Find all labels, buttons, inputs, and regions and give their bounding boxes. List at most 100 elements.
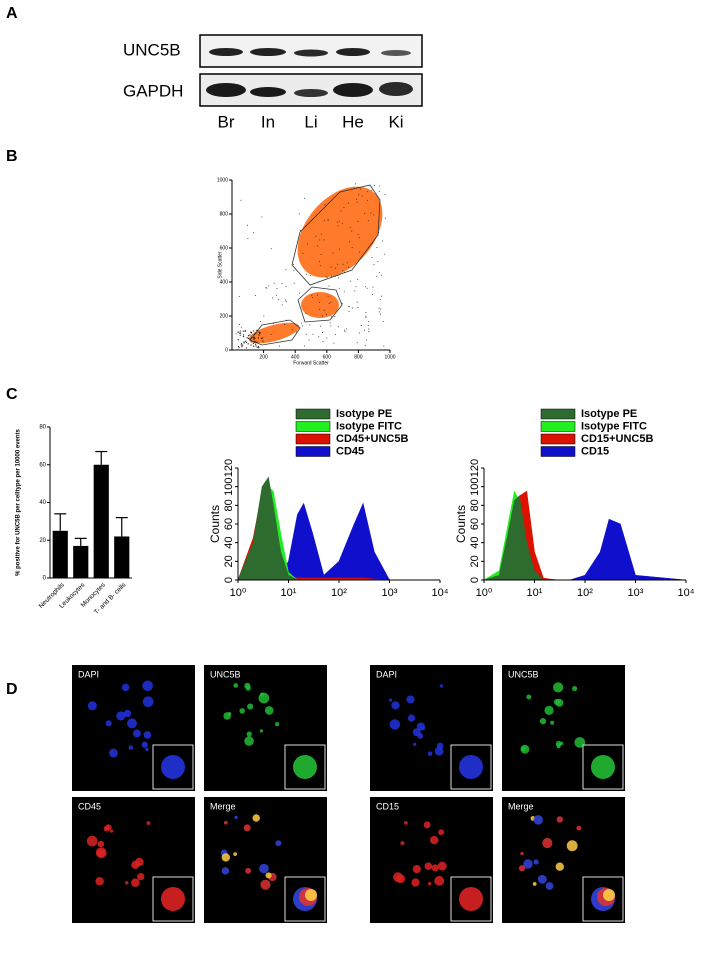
lane-label: Li: [304, 112, 317, 131]
legend-label: CD45: [336, 445, 364, 457]
event-dot: [355, 286, 357, 288]
y-tick-label: 600: [220, 245, 229, 251]
histogram-area: [483, 495, 686, 581]
event-dot: [293, 263, 295, 265]
blot-row-label: UNC5B: [123, 40, 181, 59]
event-dot: [326, 276, 328, 278]
cell: [128, 745, 134, 750]
event-dot: [305, 333, 307, 335]
event-dot: [338, 220, 340, 222]
band: [250, 87, 286, 97]
event-dot: [270, 248, 272, 250]
cell: [520, 744, 530, 754]
event-dot: [379, 185, 381, 187]
cell: [142, 696, 154, 708]
event-dot: [276, 288, 278, 290]
event-dot: [365, 315, 367, 317]
event-dot: [365, 316, 367, 318]
cell: [234, 815, 238, 820]
event-dot: [345, 328, 347, 330]
cell: [550, 720, 555, 725]
band: [333, 83, 373, 97]
event-dot: [235, 333, 237, 335]
cell: [141, 741, 148, 748]
cell: [533, 859, 539, 865]
bar: [52, 530, 68, 578]
event-dot: [247, 224, 249, 226]
cell: [223, 820, 228, 825]
event-dot: [323, 309, 325, 311]
event-dot: [382, 321, 384, 323]
event-dot: [368, 320, 370, 322]
cell-cluster: [297, 186, 383, 278]
inset-cell: [591, 755, 615, 779]
event-dot: [328, 302, 330, 304]
event-dot: [299, 230, 301, 232]
event-dot: [365, 311, 367, 313]
panel-label: D: [6, 681, 18, 698]
event-dot: [242, 330, 244, 332]
event-dot: [244, 329, 246, 332]
event-dot: [258, 332, 261, 334]
cell: [265, 872, 272, 879]
cell: [247, 703, 254, 710]
cell: [566, 840, 578, 852]
cell: [116, 711, 126, 721]
event-dot: [239, 332, 242, 334]
cell: [143, 731, 152, 739]
cell: [244, 736, 254, 746]
micrograph-label: Merge: [210, 801, 236, 811]
event-dot: [320, 254, 322, 256]
cell: [438, 829, 445, 836]
cell: [400, 841, 405, 846]
event-dot: [354, 290, 356, 292]
micrograph-label: Merge: [508, 801, 534, 811]
cell: [424, 862, 433, 871]
event-dot: [304, 197, 306, 199]
event-dot: [251, 341, 253, 343]
legend-swatch: [295, 408, 331, 420]
y-tick-label: 80: [39, 425, 46, 431]
event-dot: [263, 315, 265, 317]
y-tick-label: 60: [39, 462, 46, 468]
event-dot: [360, 324, 362, 326]
event-dot: [358, 237, 360, 239]
cell: [87, 701, 97, 711]
event-dot: [272, 322, 274, 324]
event-dot: [379, 298, 381, 300]
event-dot: [341, 222, 343, 224]
event-dot: [241, 346, 243, 348]
event-dot: [238, 323, 240, 325]
inset-cell: [305, 889, 317, 901]
cell: [146, 821, 151, 825]
event-dot: [349, 241, 351, 243]
event-dot: [338, 287, 340, 289]
event-dot: [339, 248, 341, 250]
event-dot: [367, 325, 369, 327]
cell: [142, 680, 153, 692]
event-dot: [357, 233, 359, 235]
inset-cell: [161, 887, 185, 911]
event-dot: [365, 339, 367, 341]
event-dot: [373, 264, 375, 266]
event-dot: [367, 199, 369, 201]
event-dot: [285, 301, 287, 303]
cell: [275, 722, 280, 727]
event-dot: [381, 295, 383, 297]
legend-label: CD45+UNC5B: [336, 433, 408, 445]
event-dot: [298, 213, 300, 215]
event-dot: [346, 262, 348, 264]
cell: [259, 863, 269, 874]
event-dot: [330, 325, 332, 327]
event-dot: [371, 242, 373, 244]
event-dot: [326, 337, 328, 339]
event-dot: [371, 190, 373, 192]
event-dot: [344, 331, 346, 333]
cell: [145, 747, 149, 751]
cell: [243, 824, 251, 832]
y-tick-label: 60: [223, 518, 235, 530]
event-dot: [344, 329, 346, 331]
band: [381, 50, 411, 56]
event-dot: [337, 326, 339, 328]
event-dot: [320, 233, 322, 235]
